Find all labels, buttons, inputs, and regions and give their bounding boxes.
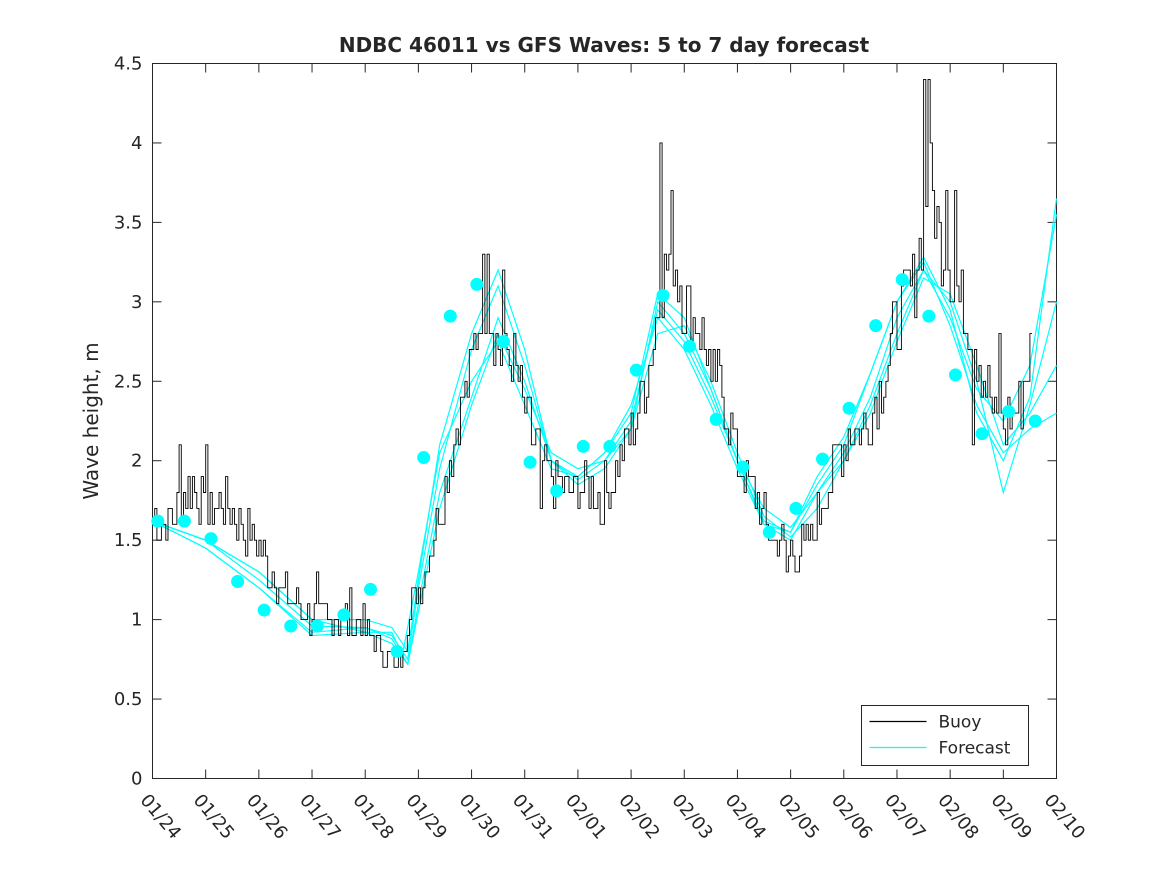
forecast-marker (789, 501, 803, 515)
forecast-marker (364, 582, 378, 596)
x-tick-label: 02/06 (827, 790, 876, 843)
x-tick-label: 02/01 (561, 790, 610, 843)
y-tick-label: 1.5 (114, 530, 143, 551)
forecast-series-line (152, 214, 1058, 657)
forecast-marker (204, 532, 218, 546)
forecast-marker (683, 339, 697, 353)
x-tick-label: 02/03 (667, 790, 716, 843)
plot-area-frame (152, 63, 1057, 779)
x-tick-label: 01/28 (348, 790, 397, 843)
legend-box (861, 705, 1029, 766)
x-tick-label: 01/24 (136, 790, 185, 843)
forecast-marker (390, 644, 404, 658)
forecast-marker (975, 427, 989, 441)
y-tick-label: 4.5 (114, 54, 143, 75)
forecast-marker (417, 451, 431, 465)
forecast-marker (709, 412, 723, 426)
y-tick-label: 4 (131, 133, 142, 154)
forecast-marker (310, 619, 324, 633)
x-tick-label: 02/04 (721, 790, 770, 843)
forecast-marker (895, 273, 909, 287)
chart-title: NDBC 46011 vs GFS Waves: 5 to 7 day fore… (339, 33, 870, 57)
forecast-marker (550, 484, 564, 498)
x-tick-label: 01/29 (402, 790, 451, 843)
legend-label: Buoy (939, 713, 982, 733)
y-tick-label: 1 (131, 610, 142, 631)
forecast-marker (151, 514, 165, 528)
forecast-marker (1028, 414, 1042, 428)
forecast-marker (1002, 404, 1016, 418)
forecast-marker (496, 335, 510, 349)
y-tick-label: 3.5 (114, 212, 143, 233)
x-tick-label: 02/02 (614, 790, 663, 843)
forecast-marker (523, 455, 537, 469)
forecast-marker (736, 460, 750, 474)
forecast-marker (922, 309, 936, 323)
x-tick-label: 01/26 (242, 790, 291, 843)
forecast-marker (231, 574, 245, 588)
y-axis-label: Wave height, m (79, 342, 103, 499)
y-axis: 0 0.5 1 1.5 2 2.5 3 3.5 4 4.5 (114, 54, 1057, 790)
y-tick-label: 2 (131, 451, 142, 472)
forecast-marker (948, 368, 962, 382)
forecast-marker (443, 309, 457, 323)
forecast-marker (337, 608, 351, 622)
forecast-marker (629, 363, 643, 377)
forecast-marker (869, 319, 883, 333)
forecast-marker (257, 603, 271, 617)
forecast-marker (576, 439, 590, 453)
forecast-marker (656, 288, 670, 302)
forecast-marker (284, 619, 298, 633)
legend: Buoy Forecast (861, 705, 1029, 766)
x-tick-label: 01/27 (295, 790, 344, 843)
y-tick-label: 0.5 (114, 689, 143, 710)
x-tick-label: 01/25 (189, 790, 238, 843)
x-tick-label: 02/08 (933, 790, 982, 843)
legend-label: Forecast (939, 739, 1011, 759)
forecast-marker (470, 277, 484, 291)
x-tick-label: 02/10 (1040, 790, 1089, 843)
forecast-markers (151, 273, 1042, 658)
y-tick-label: 3 (131, 292, 142, 313)
x-tick-label: 01/30 (455, 790, 504, 843)
buoy-line-group (152, 78, 1033, 668)
y-tick-label: 2.5 (114, 371, 143, 392)
y-tick-label: 0 (131, 769, 142, 790)
forecast-marker (177, 514, 191, 528)
x-tick-label: 01/31 (508, 790, 557, 843)
x-tick-label: 02/09 (986, 790, 1035, 843)
x-tick-label: 02/05 (774, 790, 823, 843)
forecast-marker (762, 525, 776, 539)
forecast-marker (816, 452, 830, 466)
buoy-series-line (152, 78, 1033, 668)
forecast-marker (842, 401, 856, 415)
x-tick-label: 02/07 (880, 790, 929, 843)
forecast-marker (603, 439, 617, 453)
